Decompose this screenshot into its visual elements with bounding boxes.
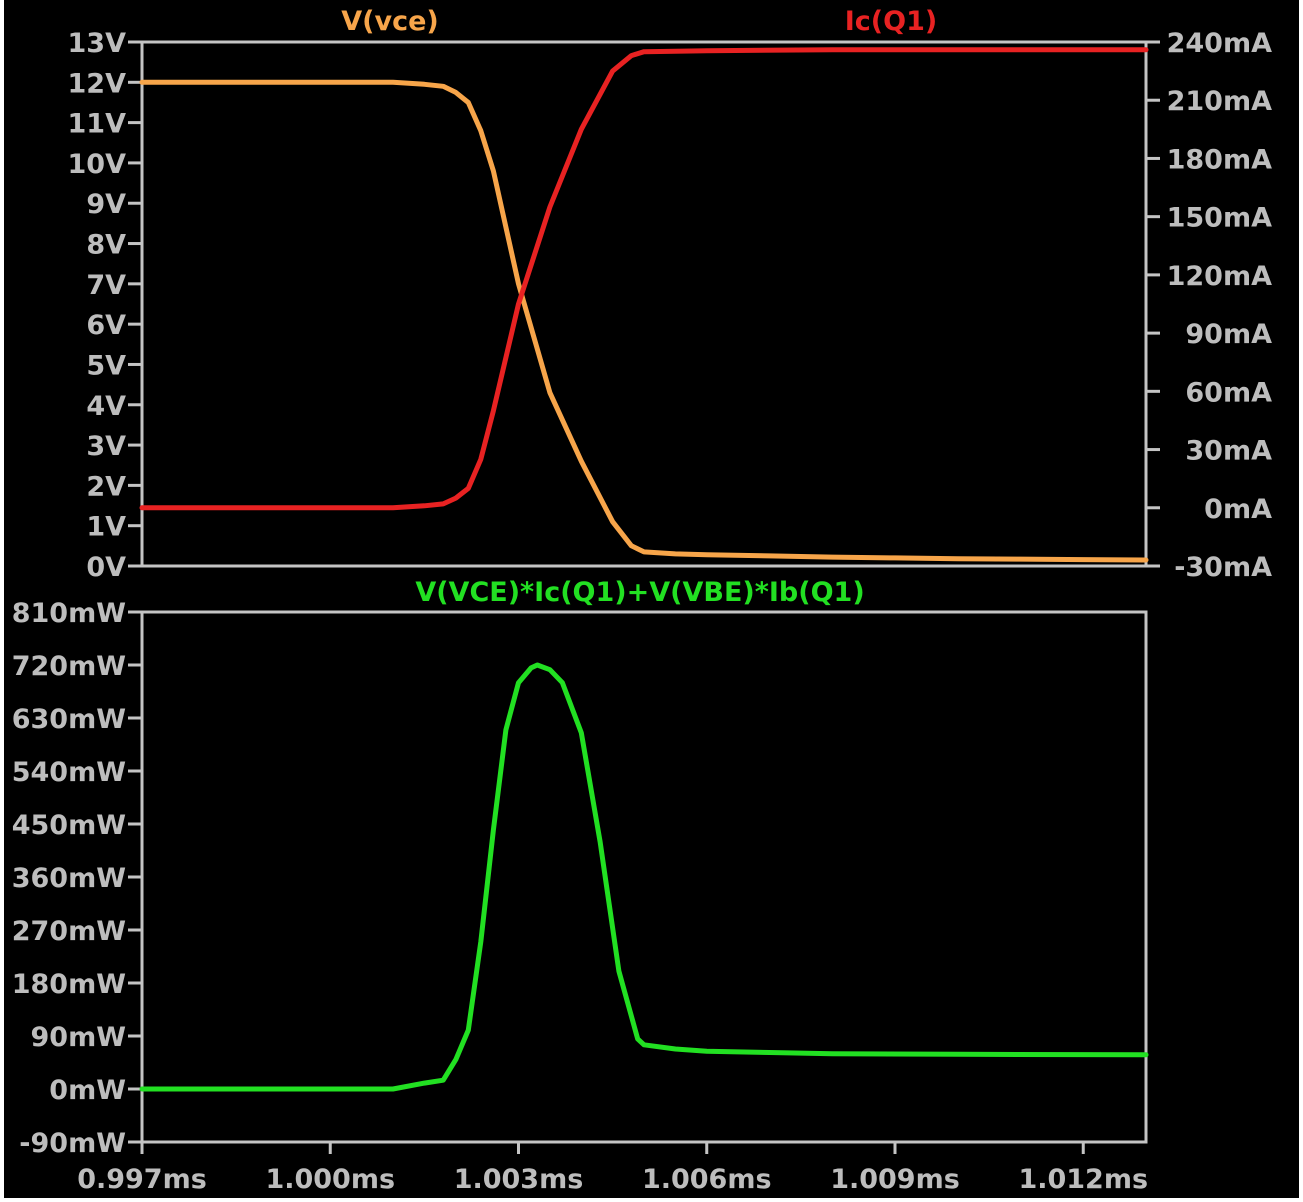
x-axis-tick-label: 1.000ms bbox=[265, 1164, 395, 1195]
top-pane-voltage-current[interactable]: 0V 1V 2V 3V 4V 5V 6V 7V 8V 9V 10V 11V 12V 13V -30mA 0mA… bbox=[68, 6, 1273, 583]
left-axis-tick-label: 90mW bbox=[31, 1022, 127, 1053]
x-axis-tick-label: 0.997ms bbox=[77, 1164, 207, 1195]
left-axis-tick-label: 4V bbox=[86, 391, 126, 422]
left-axis-tick-label: 6V bbox=[86, 310, 126, 341]
right-axis-tick-label: -30mA bbox=[1174, 552, 1272, 583]
left-axis-tick-label: -90mW bbox=[19, 1128, 126, 1159]
plot-frame bbox=[140, 40, 1148, 568]
left-axis-tick-label: 540mW bbox=[12, 757, 126, 788]
right-axis-tick-label: 210mA bbox=[1167, 86, 1272, 117]
left-axis-tick-label: 5V bbox=[86, 350, 126, 381]
trace-title[interactable]: V(VCE)*Ic(Q1)+V(VBE)*Ib(Q1) bbox=[415, 577, 864, 608]
left-axis-tick-label: 13V bbox=[68, 28, 127, 59]
right-axis-tick-label: 150mA bbox=[1167, 203, 1272, 234]
left-axis-tick-label: 10V bbox=[68, 149, 127, 180]
left-axis-tick-label: 810mW bbox=[12, 598, 126, 629]
left-axis-tick-label: 8V bbox=[86, 230, 126, 261]
x-axis-tick-label: 1.003ms bbox=[454, 1164, 584, 1195]
right-axis-tick-label: 240mA bbox=[1167, 28, 1272, 59]
left-axis-tick-label: 9V bbox=[86, 189, 126, 220]
right-axis-tick-label: 0mA bbox=[1204, 494, 1272, 525]
right-axis-tick-label: 60mA bbox=[1185, 377, 1272, 408]
left-axis-tick-label: 12V bbox=[68, 68, 127, 99]
left-axis-tick-label: 11V bbox=[68, 109, 127, 140]
left-axis-tick-label: 270mW bbox=[12, 916, 126, 947]
right-axis-tick-label: 120mA bbox=[1167, 261, 1272, 292]
waveform-charts: 0V 1V 2V 3V 4V 5V 6V 7V 8V 9V 10V 11V 12V 13V -30mA 0mA… bbox=[12, 6, 1273, 1195]
waveform-viewer: 0V 1V 2V 3V 4V 5V 6V 7V 8V 9V 10V 11V 12V 13V -30mA 0mA… bbox=[4, 0, 1299, 1198]
left-axis-tick-label: 360mW bbox=[12, 863, 126, 894]
plot-frame bbox=[140, 610, 1148, 1144]
left-axis-tick-label: 0V bbox=[86, 552, 126, 583]
x-axis-tick-label: 1.009ms bbox=[830, 1164, 960, 1195]
right-axis-tick-label: 90mA bbox=[1185, 319, 1272, 350]
left-axis-tick-label: 2V bbox=[86, 471, 126, 502]
x-axis-tick-label: 1.006ms bbox=[642, 1164, 772, 1195]
left-axis-tick-label: 3V bbox=[86, 431, 126, 462]
left-axis-tick-label: 1V bbox=[86, 512, 126, 543]
bottom-pane-power[interactable]: -90mW 0mW 90mW 180mW 270mW 360mW 450mW 540mW 630… bbox=[12, 577, 1149, 1195]
left-axis-tick-label: 7V bbox=[86, 270, 126, 301]
trace-title[interactable]: Ic(Q1) bbox=[845, 6, 937, 37]
left-axis-tick-label: 180mW bbox=[12, 969, 126, 1000]
left-axis-tick-label: 0mW bbox=[49, 1075, 126, 1106]
left-axis-tick-label: 450mW bbox=[12, 810, 126, 841]
trace-v-vce bbox=[139, 79, 1149, 563]
trace-v-vce-ic-q1-v-vbe-ib-q1 bbox=[139, 662, 1149, 1092]
trace-ic-q1 bbox=[139, 47, 1149, 511]
x-axis-tick-label: 1.012ms bbox=[1018, 1164, 1148, 1195]
right-axis-tick-label: 30mA bbox=[1185, 436, 1272, 467]
left-axis-tick-label: 630mW bbox=[12, 704, 126, 735]
right-axis-tick-label: 180mA bbox=[1167, 144, 1272, 175]
trace-title[interactable]: V(vce) bbox=[341, 6, 439, 37]
left-axis-tick-label: 720mW bbox=[12, 651, 126, 682]
